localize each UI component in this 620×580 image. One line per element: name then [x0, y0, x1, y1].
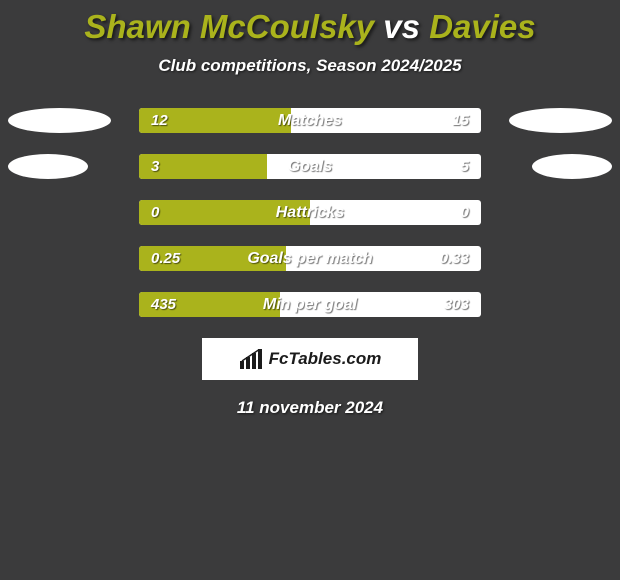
stat-value-player2: 0 [461, 200, 469, 225]
stat-value-player2: 0.33 [440, 246, 469, 271]
stat-row: 0.25Goals per match0.33 [0, 246, 620, 271]
brand-footer: FcTables.com [202, 338, 418, 380]
stat-value-player2: 5 [461, 154, 469, 179]
player1-badge [8, 108, 111, 133]
comparison-title: Shawn McCoulsky vs Davies [0, 0, 620, 46]
stat-label: Matches [139, 108, 481, 133]
stat-row: 435Min per goal303 [0, 292, 620, 317]
player2-badge [532, 154, 612, 179]
stat-label: Goals [139, 154, 481, 179]
bar-chart-icon [239, 349, 263, 369]
player1-name: Shawn McCoulsky [84, 8, 374, 45]
brand-text: FcTables.com [269, 349, 382, 369]
player2-badge [509, 108, 612, 133]
stat-label: Goals per match [139, 246, 481, 271]
stat-value-player2: 15 [452, 108, 469, 133]
player1-badge [8, 154, 88, 179]
stat-row: 3Goals5 [0, 154, 620, 179]
stat-label: Min per goal [139, 292, 481, 317]
subtitle: Club competitions, Season 2024/2025 [0, 56, 620, 76]
stat-row: 0Hattricks0 [0, 200, 620, 225]
stat-bar-track: 12Matches15 [139, 108, 481, 133]
date-text: 11 november 2024 [0, 398, 620, 418]
stat-row: 12Matches15 [0, 108, 620, 133]
stat-bar-track: 0Hattricks0 [139, 200, 481, 225]
stat-bar-track: 0.25Goals per match0.33 [139, 246, 481, 271]
stat-label: Hattricks [139, 200, 481, 225]
stat-value-player2: 303 [444, 292, 469, 317]
stat-bar-track: 3Goals5 [139, 154, 481, 179]
player2-name: Davies [429, 8, 535, 45]
stat-rows-container: 12Matches15 3Goals5 0Hattricks0 0.25Goals p… [0, 108, 620, 317]
stat-bar-track: 435Min per goal303 [139, 292, 481, 317]
vs-separator: vs [383, 8, 420, 45]
